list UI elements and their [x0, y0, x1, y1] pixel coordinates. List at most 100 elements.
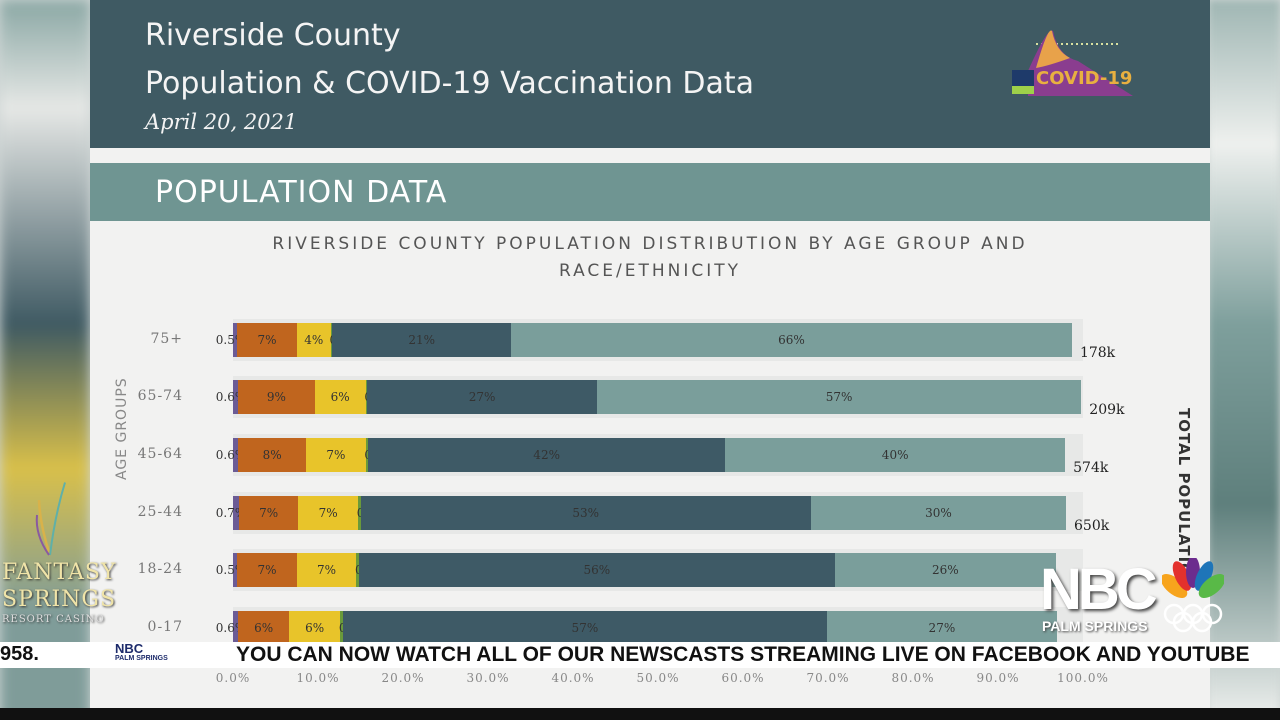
bar-segment	[358, 553, 835, 587]
bar-segment	[340, 611, 344, 645]
ticker-nbc-logo: NBC PALM SPRINGS	[115, 641, 168, 664]
bar-segment	[233, 323, 238, 357]
bar-segment	[357, 496, 361, 530]
bar-segment	[365, 438, 369, 472]
bar-segment	[233, 380, 239, 414]
section-band: POPULATION DATA	[90, 163, 1210, 221]
bar-segment	[233, 611, 239, 645]
sponsor-line1: FANTASY	[2, 560, 117, 585]
data-label: 0.7%	[215, 506, 247, 520]
category-label: 25-44	[137, 504, 183, 520]
bar-segment	[238, 380, 315, 414]
blurred-background-right	[1208, 0, 1280, 720]
total-label: 209k	[1089, 402, 1125, 418]
covid19-logo: COVID-19	[1012, 30, 1133, 96]
data-label: 53%	[572, 506, 600, 520]
data-label: 6%	[330, 390, 350, 404]
bar-segment	[827, 611, 1057, 645]
bar-segment	[368, 438, 726, 472]
data-label: 4%	[304, 333, 324, 347]
ticker-logo-text: NBC	[115, 641, 144, 656]
bar-segment	[296, 553, 357, 587]
bar-segment	[510, 323, 1072, 357]
sponsor-line3: RESORT CASINO	[2, 614, 105, 625]
header-title-line1: Riverside County	[145, 18, 401, 53]
bar-segment	[237, 323, 297, 357]
bar-segment	[330, 323, 334, 357]
total-label: 650k	[1074, 518, 1110, 534]
nbc-palm-springs-logo: NBC PALM SPRINGS	[1040, 556, 1230, 636]
bar-segment	[811, 496, 1066, 530]
x-tick-label: 20.0%	[381, 671, 425, 685]
ticker-logo-subtext: PALM SPRINGS	[115, 655, 168, 662]
bar-segment	[238, 611, 290, 645]
x-tick-label: 90.0%	[976, 671, 1020, 685]
data-label: 56%	[583, 563, 611, 577]
slide: Riverside County Population & COVID-19 V…	[90, 0, 1210, 710]
data-label: 7%	[259, 506, 279, 520]
data-label: 9%	[266, 390, 286, 404]
bar-segment	[296, 323, 331, 357]
sponsor-line2: SPRINGS	[2, 587, 117, 612]
data-label: 7%	[257, 333, 277, 347]
data-label: 21%	[408, 333, 436, 347]
x-tick-label: 60.0%	[721, 671, 765, 685]
data-label: 7%	[326, 448, 346, 462]
data-label: 30%	[925, 506, 952, 520]
bar-segment	[356, 553, 360, 587]
bar-segment	[289, 611, 341, 645]
bar-segment	[725, 438, 1066, 472]
bar-segment	[360, 496, 811, 530]
x-tick-label: 50.0%	[636, 671, 680, 685]
category-label: 75+	[150, 331, 183, 347]
bar-segment	[332, 323, 511, 357]
svg-text:COVID-19: COVID-19	[1036, 68, 1132, 89]
sponsor-logo-graphic	[35, 482, 66, 556]
chart-title-line1: RIVERSIDE COUNTY POPULATION DISTRIBUTION…	[272, 234, 1028, 254]
total-label: 574k	[1073, 460, 1109, 476]
bar-segment	[238, 496, 299, 530]
data-label: 57%	[571, 621, 599, 635]
x-tick-label: 100.0%	[1057, 671, 1109, 685]
x-tick-label: 40.0%	[551, 671, 595, 685]
chart-title-line2: RACE/ETHNICITY	[558, 261, 742, 281]
category-label: 65-74	[137, 388, 183, 404]
bar-segment	[238, 438, 307, 472]
station-subtitle: PALM SPRINGS	[1042, 618, 1148, 634]
bottom-bar	[0, 708, 1280, 720]
station-name: NBC	[1040, 557, 1158, 622]
bar-segment	[233, 496, 239, 530]
data-label: 7%	[316, 563, 337, 577]
right-axis-label: TOTAL POPULATIO	[1175, 408, 1193, 577]
data-label: 27%	[928, 621, 956, 635]
bar-segment	[237, 553, 297, 587]
data-label: 7%	[257, 563, 277, 577]
data-label: 6%	[305, 621, 325, 635]
x-tick-label: 30.0%	[466, 671, 510, 685]
bar-segment	[233, 438, 239, 472]
bar-segment	[306, 438, 366, 472]
news-ticker: 958. NBC PALM SPRINGS YOU CAN NOW WATCH …	[0, 642, 1280, 668]
section-title: POPULATION DATA	[155, 175, 448, 210]
bar-segment	[365, 380, 369, 414]
data-label: 42%	[533, 448, 560, 462]
x-tick-label: 80.0%	[891, 671, 935, 685]
bar-segment	[834, 553, 1056, 587]
data-label: 26%	[931, 563, 959, 577]
x-tick-label: 70.0%	[806, 671, 850, 685]
data-label: 6%	[254, 621, 274, 635]
data-label: 8%	[262, 448, 282, 462]
x-tick-label: 0.0%	[215, 671, 251, 685]
data-label: 66%	[778, 333, 805, 347]
ticker-message: YOU CAN NOW WATCH ALL OF OUR NEWSCASTS S…	[236, 643, 1250, 666]
category-label: 18-24	[137, 561, 183, 577]
data-label: 40%	[881, 448, 909, 462]
data-label: 57%	[825, 390, 853, 404]
ticker-left-text: 958.	[0, 643, 39, 665]
sponsor-logo-fantasy-springs: FANTASY SPRINGS RESORT CASINO	[0, 480, 125, 640]
nbc-peacock-icon	[1162, 558, 1224, 633]
bar-segment	[233, 553, 238, 587]
header-date: April 20, 2021	[145, 110, 298, 134]
x-tick-label: 10.0%	[296, 671, 340, 685]
bar-segment	[298, 496, 358, 530]
